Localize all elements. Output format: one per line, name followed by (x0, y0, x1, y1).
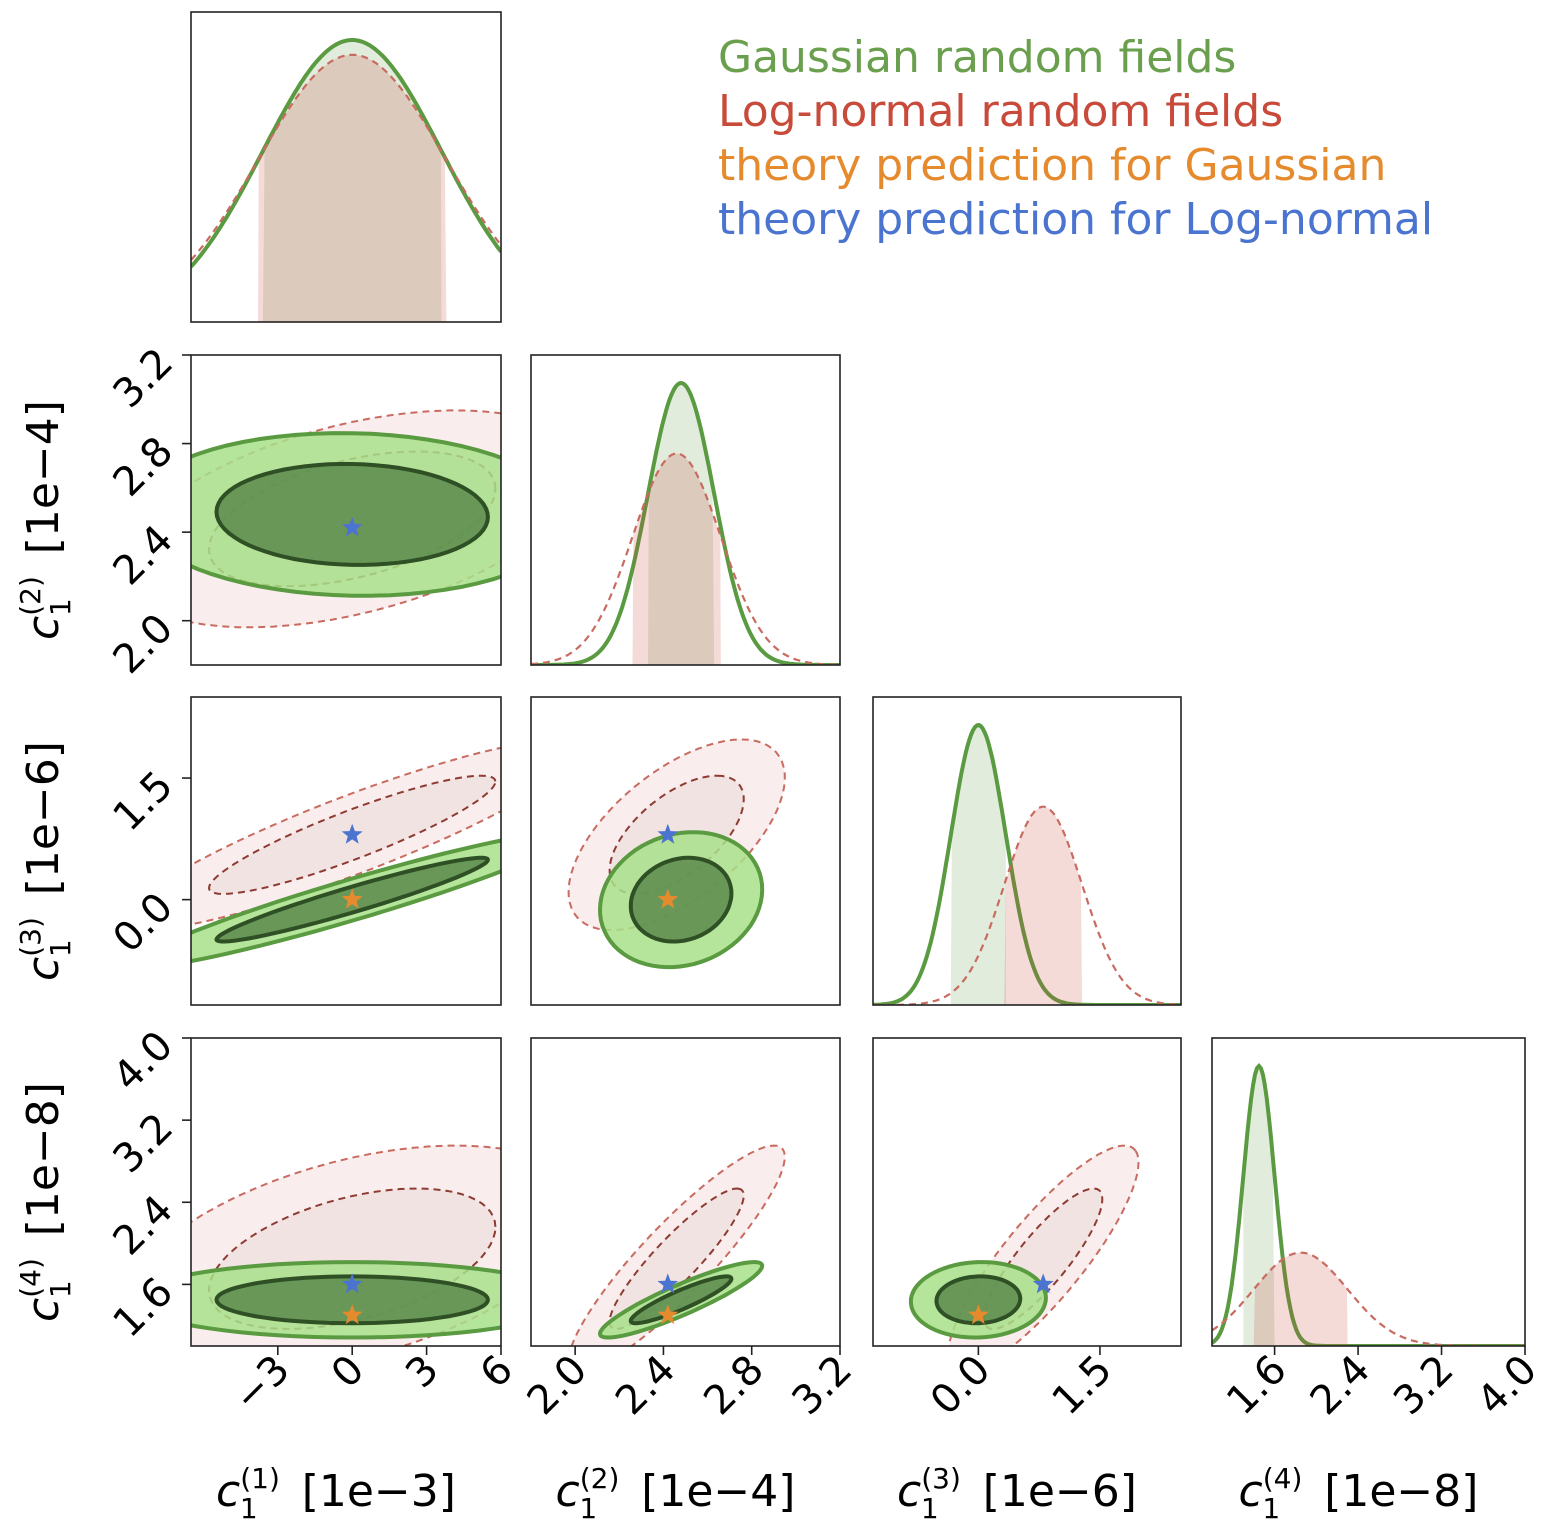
panel-frame (190, 696, 502, 1006)
contour-1sigma-gaussian-random-fields (628, 1274, 734, 1326)
panel-frame (190, 354, 502, 666)
legend-entry-log-normal-random-fields: Log-normal random fields (718, 86, 1283, 137)
y-tick-label-c1_4: 3.2 (105, 1105, 183, 1183)
marginal-band-log-normal-random-fields (1004, 806, 1083, 1005)
marginal-c1_2 (530, 354, 841, 666)
legend-entry-theory-prediction-for-gaussian: theory prediction for Gaussian (718, 140, 1386, 191)
star-marker-theory-prediction-for-gaussian (657, 888, 679, 909)
marginal-curve-log-normal-random-fields (873, 805, 1181, 1005)
joint-c1_2-vs-c1_1 (190, 354, 502, 666)
x-tick-label-c1_2: 2.8 (695, 1347, 773, 1425)
panel-frame (530, 696, 841, 1006)
contour-1sigma-gaussian-random-fields (214, 462, 490, 567)
marginal-curve-gaussian-random-fields (531, 380, 840, 665)
x-tick-label-c1_3: 0.0 (922, 1347, 1000, 1425)
y-tick-label-c1_3: 1.5 (105, 763, 183, 841)
x-tick-label-c1_2: 3.2 (784, 1347, 862, 1425)
y-tick-label-c1_2: 2.0 (105, 605, 183, 683)
y-tick-label-c1_4: 1.6 (105, 1269, 183, 1347)
x-tick-label-c1_1: −3 (225, 1347, 299, 1421)
y-axis-label-c1_4: c(4)1 [1e−8] (14, 1082, 77, 1322)
y-tick-label-c1_4: 4.0 (105, 1023, 183, 1101)
y-tick-label-c1_2: 2.8 (105, 428, 183, 506)
y-axis-label-c1_2: c(2)1 [1e−4] (14, 400, 77, 640)
x-axis-label-c1_2: c(2) 1 [1e−4] (556, 1462, 796, 1525)
marginal-curve-gaussian-random-fields (1212, 1062, 1525, 1346)
x-tick-label-c1_2: 2.0 (519, 1347, 597, 1425)
marginal-curve-log-normal-random-fields (531, 452, 840, 665)
marginal-band-gaussian-random-fields (262, 40, 442, 322)
marginal-c1_3 (872, 696, 1182, 1006)
joint-c1_4-vs-c1_2 (530, 1037, 841, 1347)
y-tick-label-c1_2: 3.2 (105, 340, 183, 418)
star-marker-theory-prediction-for-log-normal (341, 516, 363, 537)
y-axis-label-c1_3: c(3)1 [1e−6] (14, 741, 77, 981)
marginal-band-log-normal-random-fields (632, 453, 721, 665)
y-tick-label-c1_4: 2.4 (105, 1187, 183, 1265)
x-tick-label-c1_1: 6 (472, 1347, 523, 1398)
x-tick-label-c1_1: 3 (397, 1347, 448, 1398)
marginal-band-gaussian-random-fields (648, 383, 715, 665)
x-tick-label-c1_4: 4.0 (1469, 1347, 1547, 1425)
star-marker-theory-prediction-for-log-normal (657, 1273, 679, 1294)
contour-1sigma-gaussian-random-fields (214, 1274, 490, 1326)
contour-1sigma-gaussian-random-fields (934, 1274, 1023, 1326)
x-tick-label-c1_4: 2.4 (1302, 1347, 1380, 1425)
x-tick-label-c1_3: 1.5 (1044, 1347, 1122, 1425)
x-axis-label-c1_4: c(4) 1 [1e−8] (1239, 1462, 1479, 1525)
marginal-band-log-normal-random-fields (258, 54, 447, 322)
x-tick-label-c1_1: 0 (323, 1347, 374, 1398)
marginal-curve-log-normal-random-fields (191, 53, 501, 261)
x-tick-label-c1_2: 2.4 (607, 1347, 685, 1425)
panel-frame (530, 1037, 841, 1347)
marginal-band-log-normal-random-fields (1253, 1252, 1348, 1346)
panel-frame (190, 11, 502, 323)
marginal-curve-gaussian-random-fields (191, 38, 501, 269)
marginal-curve-gaussian-random-fields (873, 722, 1181, 1005)
star-marker-theory-prediction-for-gaussian (967, 1304, 989, 1325)
joint-c1_4-vs-c1_1 (190, 1037, 502, 1347)
marginal-band-gaussian-random-fields (1243, 1066, 1275, 1346)
joint-c1_3-vs-c1_2 (530, 696, 841, 1006)
star-marker-theory-prediction-for-gaussian (341, 1304, 363, 1325)
joint-c1_3-vs-c1_1 (190, 696, 502, 1006)
x-tick-label-c1_4: 1.6 (1218, 1347, 1296, 1425)
panel-frame (872, 1037, 1182, 1347)
star-marker-theory-prediction-for-log-normal (1032, 1273, 1054, 1294)
star-marker-theory-prediction-for-log-normal (657, 823, 679, 844)
marginal-c1_4 (1211, 1037, 1526, 1347)
x-axis-label-c1_1: c(1) 1 [1e−3] (216, 1462, 456, 1525)
x-tick-label-c1_4: 3.2 (1385, 1347, 1463, 1425)
star-marker-theory-prediction-for-gaussian (657, 1304, 679, 1325)
marginal-c1_1 (190, 11, 502, 323)
legend-entry-theory-prediction-for-log-normal: theory prediction for Log-normal (718, 194, 1433, 245)
y-tick-label-c1_3: 0.0 (105, 884, 183, 962)
star-marker-theory-prediction-for-gaussian (341, 888, 363, 909)
panel-frame (872, 696, 1182, 1006)
legend-entry-gaussian-random-fields: Gaussian random fields (718, 32, 1236, 83)
star-marker-theory-prediction-for-log-normal (341, 1273, 363, 1294)
y-tick-label-c1_2: 2.4 (105, 517, 183, 595)
panel-frame (530, 354, 841, 666)
joint-c1_4-vs-c1_3 (872, 1037, 1182, 1347)
panel-frame (1211, 1037, 1526, 1347)
marginal-band-gaussian-random-fields (950, 725, 1006, 1005)
star-marker-theory-prediction-for-log-normal (341, 823, 363, 844)
x-axis-label-c1_3: c(3) 1 [1e−6] (897, 1462, 1137, 1525)
contour-1sigma-log-normal-random-fields (608, 1187, 745, 1330)
panel-frame (190, 1037, 502, 1347)
contour-1sigma-gaussian-random-fields (628, 855, 734, 944)
